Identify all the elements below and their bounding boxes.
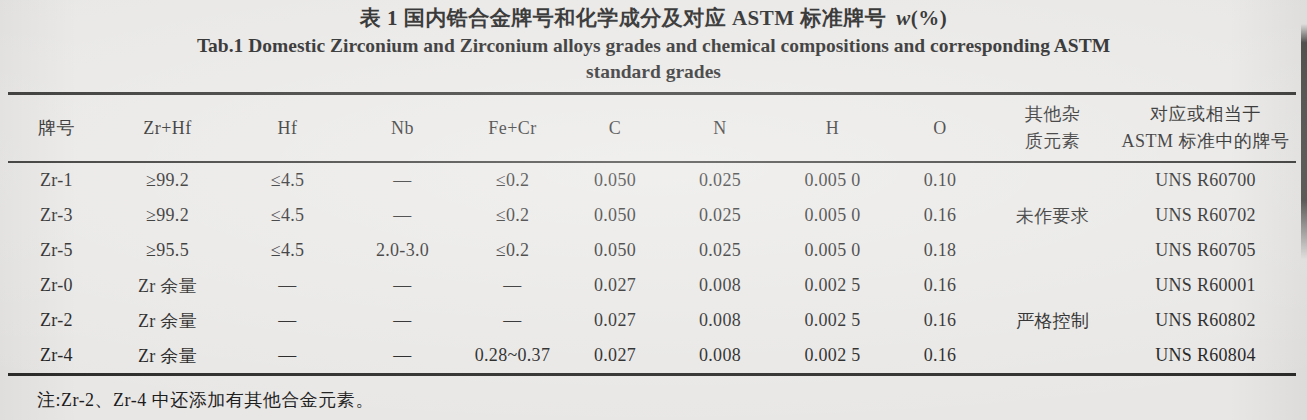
hf-cell: —	[230, 338, 345, 375]
table-title-english-line1: Tab.1 Domestic Zirconium and Zirconium a…	[0, 32, 1307, 60]
astm-grade-cell: UNS R60804	[1115, 338, 1296, 375]
astm-grade-cell: UNS R60705	[1115, 233, 1296, 268]
fe-cr-cell: —	[460, 268, 565, 303]
zr-hf-cell: ≥99.2	[105, 162, 230, 198]
h-cell: 0.002 5	[775, 268, 890, 303]
nb-cell: —	[345, 338, 460, 375]
h-cell: 0.005 0	[775, 233, 890, 268]
h-cell: 0.005 0	[775, 198, 890, 233]
c-cell: 0.050	[565, 198, 665, 233]
nb-cell: —	[345, 268, 460, 303]
nb-cell: —	[345, 162, 460, 198]
h-cell: 0.002 5	[775, 303, 890, 338]
grade-cell: Zr-5	[8, 233, 105, 268]
o-cell: 0.16	[890, 198, 990, 233]
nb-cell: 2.0-3.0	[345, 233, 460, 268]
n-cell: 0.025	[665, 198, 775, 233]
mass-fraction-unit: (%)	[911, 6, 948, 30]
grade-cell: Zr-4	[8, 338, 105, 375]
n-cell: 0.008	[665, 268, 775, 303]
c-cell: 0.050	[565, 233, 665, 268]
table-title-english-line2: standard grades	[0, 60, 1307, 84]
composition-table: 牌号 Zr+Hf Hf Nb Fe+Cr C N H O 其他杂 质元素 对应或…	[8, 92, 1296, 376]
hf-cell: ≤4.5	[230, 233, 345, 268]
astm-grade-cell: UNS R60700	[1115, 162, 1296, 198]
header-astm-grade-line1: 对应或相当于	[1115, 101, 1296, 128]
zr-hf-cell: Zr 余量	[105, 338, 230, 375]
table-footnote: 注:Zr-2、Zr-4 中还添加有其他合金元素。	[37, 388, 374, 412]
zr-hf-cell: ≥99.2	[105, 198, 230, 233]
astm-grade-cell: UNS R60702	[1115, 198, 1296, 233]
header-nb: Nb	[345, 94, 460, 163]
fe-cr-cell: ≤0.2	[460, 162, 565, 198]
n-cell: 0.025	[665, 233, 775, 268]
header-n: N	[665, 94, 775, 163]
c-cell: 0.050	[565, 162, 665, 198]
n-cell: 0.008	[665, 303, 775, 338]
h-cell: 0.005 0	[775, 162, 890, 198]
table-title-chinese: 表 1 国内锆合金牌号和化学成分及对应 ASTM 标准牌号 w(%)	[0, 4, 1307, 32]
impurity-requirement-cell: 未作要求	[990, 162, 1115, 268]
table-row: Zr-1 ≥99.2 ≤4.5 — ≤0.2 0.050 0.025 0.005…	[8, 162, 1296, 198]
astm-grade-cell: UNS R60802	[1115, 303, 1296, 338]
mass-fraction-symbol: w	[896, 6, 911, 30]
header-astm-grade-line2: ASTM 标准中的牌号	[1115, 128, 1296, 155]
o-cell: 0.16	[890, 303, 990, 338]
hf-cell: —	[230, 268, 345, 303]
header-grade: 牌号	[8, 94, 105, 163]
header-row: 牌号 Zr+Hf Hf Nb Fe+Cr C N H O 其他杂 质元素 对应或…	[8, 94, 1296, 163]
hf-cell: —	[230, 303, 345, 338]
o-cell: 0.18	[890, 233, 990, 268]
n-cell: 0.008	[665, 338, 775, 375]
astm-grade-cell: UNS R60001	[1115, 268, 1296, 303]
fe-cr-cell: ≤0.2	[460, 198, 565, 233]
o-cell: 0.16	[890, 268, 990, 303]
hf-cell: ≤4.5	[230, 162, 345, 198]
header-c: C	[565, 94, 665, 163]
c-cell: 0.027	[565, 268, 665, 303]
header-h: H	[775, 94, 890, 163]
grade-cell: Zr-3	[8, 198, 105, 233]
c-cell: 0.027	[565, 338, 665, 375]
header-other-impurities-line2: 质元素	[990, 128, 1115, 155]
fe-cr-cell: 0.28~0.37	[460, 338, 565, 375]
grade-cell: Zr-1	[8, 162, 105, 198]
h-cell: 0.002 5	[775, 338, 890, 375]
hf-cell: ≤4.5	[230, 198, 345, 233]
table-title-chinese-text: 表 1 国内锆合金牌号和化学成分及对应 ASTM 标准牌号	[360, 6, 887, 30]
header-zr-hf: Zr+Hf	[105, 94, 230, 163]
c-cell: 0.027	[565, 303, 665, 338]
scanned-paper-table: 表 1 国内锆合金牌号和化学成分及对应 ASTM 标准牌号 w(%) Tab.1 …	[0, 0, 1307, 420]
header-hf: Hf	[230, 94, 345, 163]
grade-cell: Zr-0	[8, 268, 105, 303]
fe-cr-cell: ≤0.2	[460, 233, 565, 268]
grade-cell: Zr-2	[8, 303, 105, 338]
header-fe-cr: Fe+Cr	[460, 94, 565, 163]
header-o: O	[890, 94, 990, 163]
table-row: Zr-0 Zr 余量 — — — 0.027 0.008 0.002 5 0.1…	[8, 268, 1296, 303]
o-cell: 0.16	[890, 338, 990, 375]
header-other-impurities-line1: 其他杂	[990, 101, 1115, 128]
n-cell: 0.025	[665, 162, 775, 198]
table-titles: 表 1 国内锆合金牌号和化学成分及对应 ASTM 标准牌号 w(%) Tab.1 …	[0, 4, 1307, 84]
header-other-impurities: 其他杂 质元素	[990, 94, 1115, 163]
nb-cell: —	[345, 303, 460, 338]
zr-hf-cell: Zr 余量	[105, 268, 230, 303]
nb-cell: —	[345, 198, 460, 233]
impurity-requirement-cell: 严格控制	[990, 268, 1115, 375]
scan-edge-artifact	[1301, 24, 1307, 259]
header-astm-grade: 对应或相当于 ASTM 标准中的牌号	[1115, 94, 1296, 163]
o-cell: 0.10	[890, 162, 990, 198]
zr-hf-cell: Zr 余量	[105, 303, 230, 338]
zr-hf-cell: ≥95.5	[105, 233, 230, 268]
fe-cr-cell: —	[460, 303, 565, 338]
